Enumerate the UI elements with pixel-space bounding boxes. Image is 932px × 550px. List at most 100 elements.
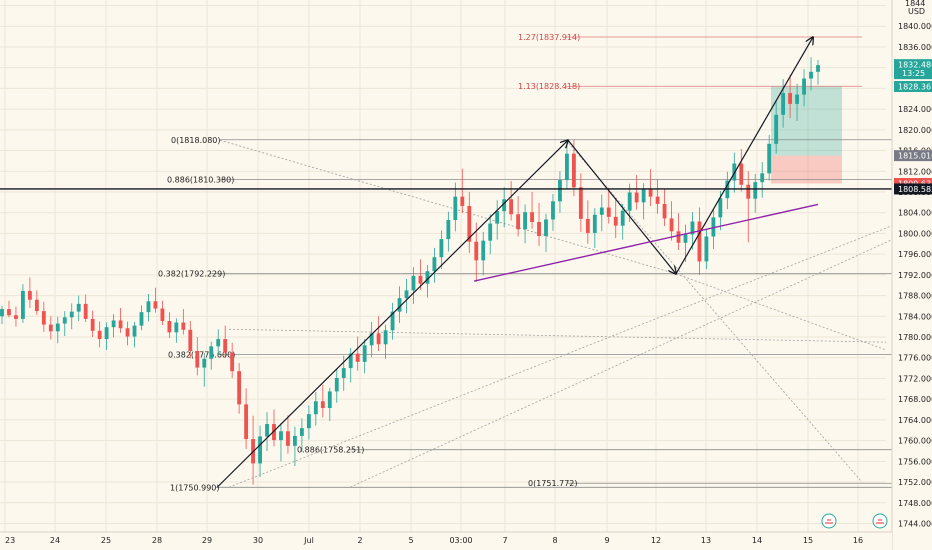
candle-body	[418, 275, 423, 284]
x-tick-label: 14	[752, 536, 762, 545]
zigzag-arrow	[567, 139, 676, 274]
candle-body	[606, 207, 611, 217]
y-tick-label: 1760.000	[898, 437, 932, 446]
y-tick-label: 1764.000	[898, 416, 932, 425]
candle-body	[237, 371, 242, 405]
candle-body	[467, 205, 472, 242]
zigzag-arrow	[216, 140, 568, 488]
candle-body	[174, 322, 179, 333]
candle-body	[788, 93, 793, 104]
candle-body	[195, 351, 200, 368]
x-tick-label: 2	[357, 536, 362, 545]
zigzag-arrow	[675, 37, 813, 275]
y-axis-top-label: 1844	[905, 0, 925, 8]
candlestick-series	[0, 57, 820, 485]
candle-body	[676, 231, 681, 243]
candle-body	[453, 196, 458, 220]
candle-body	[341, 368, 346, 378]
fib-label: 0.886(1758.251)	[297, 446, 364, 455]
y-tick-label: 1756.000	[898, 457, 932, 466]
x-tick-label: 28	[152, 536, 162, 545]
dashed-line	[219, 139, 677, 275]
candle-body	[0, 309, 4, 317]
candle-body	[516, 214, 521, 230]
candle-body	[383, 330, 388, 345]
y-tick-label: 1812.000	[898, 167, 932, 176]
candle-body	[7, 309, 11, 316]
candle-body	[97, 330, 102, 340]
candle-body	[669, 218, 674, 232]
candle-body	[306, 414, 311, 429]
x-tick-label: 8	[552, 536, 557, 545]
candle-body	[83, 303, 88, 319]
dashed-trend-lines	[219, 139, 893, 488]
economic-event-icon[interactable]	[872, 513, 888, 529]
toolbar-icons[interactable]	[821, 513, 888, 529]
candle-body	[662, 203, 667, 219]
x-tick-label: 7	[502, 536, 507, 545]
x-tick-label: 30	[253, 536, 263, 545]
y-tick-label: 1796.000	[898, 250, 932, 259]
dashed-line	[228, 328, 887, 343]
candle-body	[160, 308, 165, 321]
candle-body	[495, 211, 500, 224]
candle-body	[425, 271, 430, 284]
x-tick-label: 13	[701, 536, 711, 545]
candle-body	[502, 199, 507, 212]
x-tick-label: 12	[651, 536, 661, 545]
y-tick-label: 1772.000	[898, 374, 932, 383]
candle-body	[620, 210, 625, 226]
candle-body	[376, 333, 381, 345]
candle-body	[355, 353, 360, 362]
news-flag-icon[interactable]	[821, 513, 837, 529]
candle-body	[613, 216, 618, 226]
candle-body	[90, 318, 95, 331]
x-axis: 23 24 25 28 29 30 Jul 2 5 03:00 7 8 9 12 13 14 15 16	[0, 531, 892, 550]
candle-body	[223, 339, 228, 353]
candle-body	[781, 93, 786, 115]
candle-body	[230, 352, 235, 372]
candle-body	[537, 222, 541, 237]
candle-body	[530, 212, 534, 223]
candle-body	[132, 325, 137, 337]
candle-body	[320, 401, 325, 408]
y-tick-label: 1784.000	[898, 312, 932, 321]
y-tick-label: 1804.000	[898, 209, 932, 218]
candle-body	[599, 207, 604, 215]
candle-body	[460, 196, 465, 206]
price-tag-value: 1828.361	[898, 83, 932, 92]
fib-label: 0(1818.080)	[171, 136, 221, 145]
candle-body	[760, 173, 765, 183]
fib-label: 1(1750.990)	[170, 483, 220, 492]
candle-body	[209, 346, 214, 359]
candle-body	[774, 114, 779, 144]
economic-event-icon-ring	[872, 513, 888, 529]
candle-body	[286, 431, 290, 446]
fib-label: 0(1751.772)	[528, 479, 578, 488]
candle-body	[404, 290, 409, 299]
grid-lines	[0, 0, 886, 532]
x-tick-label: 23	[5, 536, 15, 545]
candle-body	[753, 182, 758, 199]
candle-body	[411, 275, 416, 291]
candle-body	[523, 212, 527, 230]
candle-body	[369, 333, 374, 346]
fib-label: 0.886(1810.380)	[167, 176, 234, 185]
candle-body	[21, 290, 25, 319]
candle-body	[634, 192, 639, 203]
candle-body	[816, 65, 820, 72]
candle-body	[509, 199, 514, 215]
candle-body	[279, 431, 283, 441]
candle-body	[299, 428, 304, 436]
y-tick-label: 1768.000	[898, 395, 932, 404]
candle-body	[718, 198, 723, 218]
drawing-tools	[216, 37, 819, 488]
candle-body	[544, 219, 548, 237]
candle-body	[146, 301, 151, 313]
candle-body	[14, 315, 18, 319]
candle-body	[565, 153, 569, 181]
candle-body	[216, 339, 221, 347]
candle-body	[746, 184, 751, 199]
price-tag-bg	[894, 81, 932, 93]
